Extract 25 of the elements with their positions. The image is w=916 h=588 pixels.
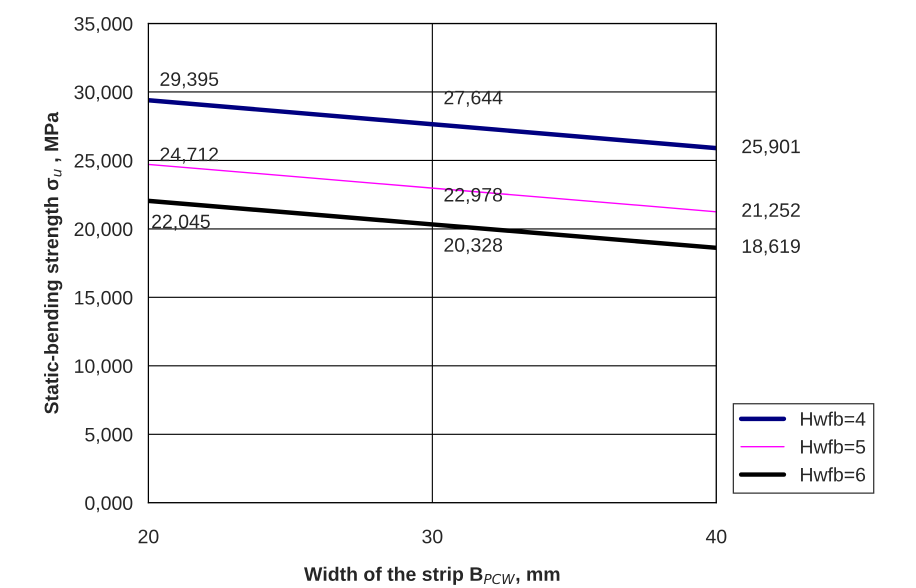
x-tick-label: 20 (138, 530, 158, 544)
data-label: 27,644 (444, 90, 502, 107)
x-tick-label: 30 (422, 530, 442, 544)
y-tick-label: 35,000 (74, 16, 132, 34)
y-tick-label: 20,000 (74, 222, 132, 238)
y-tick-label: 25,000 (74, 154, 132, 170)
data-label: 20,328 (444, 238, 502, 254)
y-tick-label: 15,000 (75, 290, 132, 307)
x-axis-title: Width of the strip B$_{PCW}$, mm (304, 566, 560, 585)
y-tick-label: 30,000 (74, 85, 132, 102)
y-tick-label: 0,000 (85, 496, 132, 512)
y-tick-label: 5,000 (85, 428, 132, 444)
data-label: 18,619 (742, 239, 800, 256)
y-tick-label: 10,000 (75, 359, 132, 376)
data-label: 22,978 (444, 188, 502, 204)
legend-label: Hwfb=4 (801, 412, 866, 426)
data-label: 24,712 (160, 148, 218, 164)
x-tick-label: 40 (706, 530, 726, 544)
data-label: 22,045 (152, 214, 210, 231)
data-label: 25,901 (742, 140, 800, 156)
data-label: 29,395 (160, 72, 218, 88)
data-label: 21,252 (742, 203, 800, 220)
legend-label: Hwfb=6 (801, 467, 866, 482)
legend-label: Hwfb=5 (801, 439, 866, 454)
y-axis-title: Static-bending strength σ$_{u}$ , MPa (44, 112, 62, 414)
